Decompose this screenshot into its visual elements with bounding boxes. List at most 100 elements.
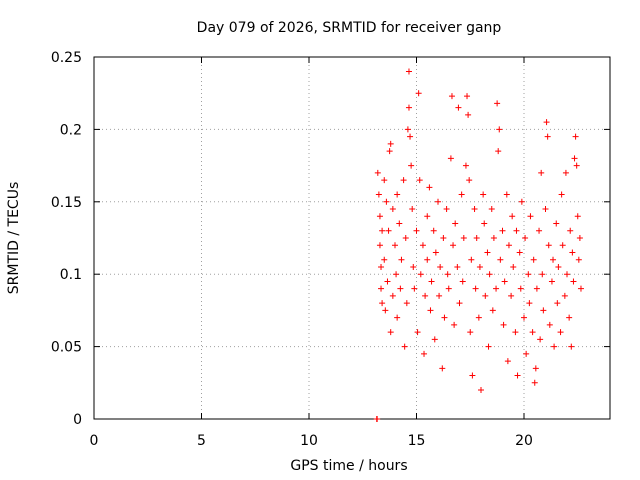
data-point	[530, 256, 537, 263]
data-point	[550, 256, 557, 263]
data-point	[561, 292, 568, 299]
data-point	[576, 235, 583, 241]
data-point	[539, 271, 546, 278]
data-point	[402, 235, 409, 241]
data-point	[407, 133, 414, 140]
data-point	[431, 336, 438, 343]
data-point	[465, 111, 472, 118]
data-point	[405, 68, 412, 75]
data-point	[523, 350, 530, 357]
data-point	[409, 206, 416, 213]
axis-ticks: 0 5 10 15 20 0 0.05 0.1 0.15 0.2 0.25	[51, 50, 610, 449]
x-tick-label: 10	[300, 433, 318, 449]
data-point	[426, 184, 433, 191]
data-point	[551, 343, 558, 350]
data-point	[496, 126, 503, 133]
data-point	[439, 365, 446, 372]
data-point	[522, 235, 529, 241]
data-point	[531, 379, 538, 386]
data-point	[540, 307, 547, 314]
data-point	[493, 285, 500, 292]
data-point	[381, 256, 388, 263]
data-point	[508, 292, 515, 299]
data-point	[387, 140, 394, 147]
data-point	[419, 242, 426, 249]
data-point	[389, 206, 396, 213]
data-point	[521, 314, 527, 321]
data-point	[376, 242, 383, 249]
data-point	[400, 177, 407, 184]
data-point	[478, 387, 484, 394]
x-tick-label: 15	[408, 433, 426, 449]
data-point	[375, 191, 382, 198]
data-point	[494, 100, 501, 107]
data-point	[564, 271, 570, 278]
data-point	[397, 285, 404, 292]
data-point	[554, 300, 561, 307]
data-point	[405, 104, 412, 111]
data-point	[575, 256, 582, 263]
data-point	[430, 227, 437, 234]
data-point	[436, 292, 443, 299]
data-point	[398, 256, 405, 263]
data-point	[469, 372, 476, 379]
data-point	[385, 227, 392, 234]
data-point	[490, 235, 497, 241]
data-point	[542, 206, 549, 213]
data-point	[495, 148, 502, 155]
data-point	[566, 314, 573, 321]
data-point	[459, 278, 466, 285]
data-point	[411, 285, 418, 292]
data-point	[567, 227, 574, 234]
data-point	[527, 213, 534, 220]
data-point	[456, 300, 463, 307]
data-point	[548, 278, 555, 285]
data-point	[472, 285, 479, 292]
data-point	[374, 416, 381, 422]
data-point	[489, 307, 496, 314]
data-point	[378, 285, 385, 292]
data-point	[386, 148, 393, 155]
data-point	[460, 235, 467, 241]
data-point	[454, 263, 461, 270]
data-point	[500, 321, 507, 328]
y-axis-label: SRMTID / TECUs	[6, 182, 22, 295]
data-point	[526, 300, 533, 307]
data-point	[532, 365, 539, 372]
data-point	[518, 198, 525, 205]
data-point	[374, 169, 381, 176]
data-point	[408, 162, 415, 169]
data-point	[432, 249, 439, 256]
data-point	[577, 285, 584, 292]
x-tick-label: 0	[90, 433, 99, 449]
data-point	[543, 119, 550, 126]
data-point	[428, 278, 435, 285]
data-point	[464, 93, 471, 100]
data-point	[394, 314, 401, 321]
y-tick-label: 0.05	[51, 340, 82, 356]
data-point	[450, 242, 457, 249]
data-point	[517, 285, 524, 292]
data-point	[499, 227, 506, 234]
data-point	[514, 372, 521, 379]
data-point	[427, 307, 434, 314]
data-point	[516, 249, 523, 256]
data-point	[486, 271, 493, 278]
data-point	[382, 307, 389, 314]
data-point	[403, 300, 410, 307]
data-point	[396, 220, 403, 227]
data-point	[555, 263, 562, 270]
data-point	[381, 177, 388, 184]
data-point	[501, 278, 508, 285]
data-point	[417, 271, 424, 278]
data-point	[445, 285, 452, 292]
data-point	[384, 278, 391, 285]
data-point	[481, 220, 488, 227]
data-point	[440, 235, 447, 241]
data-point	[421, 350, 428, 357]
data-point	[559, 242, 566, 249]
data-point	[536, 227, 543, 234]
y-tick-label: 0.15	[51, 195, 82, 211]
data-point	[435, 198, 441, 205]
